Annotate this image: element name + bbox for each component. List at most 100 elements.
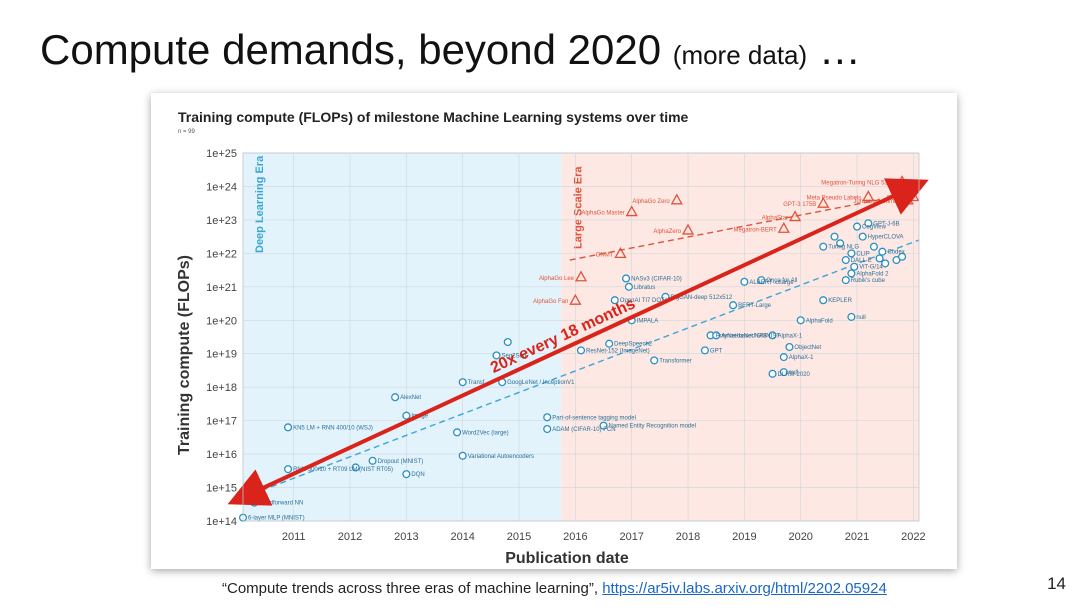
slide-title-subtitle: (more data)	[672, 40, 808, 70]
compute-chart: Deep Learning Era Large Scale Era 6-layer…	[176, 109, 929, 567]
data-point	[779, 353, 788, 362]
data-point	[700, 346, 709, 355]
point-label: Part-of-sentence tagging model	[552, 415, 636, 421]
data-point	[391, 393, 400, 402]
slide-title-ellipsis: …	[818, 26, 861, 73]
y-tick-label: 1e+16	[206, 449, 237, 461]
x-tick-label: 2014	[450, 531, 474, 543]
point-label: GoogLeNet / InceptionV1	[507, 380, 575, 386]
point-label: AlphaGo Zero	[632, 199, 670, 205]
data-point	[785, 342, 794, 352]
x-tick-label: 2017	[619, 531, 643, 543]
x-axis-label: Publication date	[505, 550, 629, 567]
citation-text: “Compute trends across three eras of mac…	[222, 580, 603, 597]
y-tick-label: 1e+18	[206, 382, 237, 394]
point-label: AlphaFold	[806, 318, 833, 324]
point-label: AlphaStar	[762, 216, 788, 222]
point-label: KEPLER	[828, 298, 852, 304]
data-point	[453, 428, 462, 437]
x-tick-label: 2018	[676, 531, 700, 543]
point-label: Once for All	[766, 278, 797, 284]
point-label: Dropout (MNIST)	[378, 459, 424, 465]
data-point	[543, 413, 552, 422]
point-label: AlphaZero	[653, 229, 681, 235]
point-label: HyperCLOVA	[868, 235, 904, 241]
data-point	[624, 282, 633, 291]
data-point	[576, 346, 586, 355]
data-point	[858, 232, 867, 241]
y-tick-label: 1e+19	[206, 349, 237, 361]
point-label: ViT-G/14	[859, 265, 883, 271]
point-label: KN5 LM + RNN 400/10 (WSJ)	[293, 425, 373, 431]
trend-arrow	[227, 178, 929, 506]
data-point	[622, 274, 631, 283]
point-label: GPT	[710, 348, 723, 354]
data-point	[878, 247, 887, 256]
data-point	[881, 259, 890, 268]
point-label: AlphaFold 2	[856, 271, 889, 277]
point-label: CLIP	[856, 251, 869, 257]
plot-border	[242, 152, 920, 522]
data-point	[819, 242, 828, 251]
data-point	[402, 411, 411, 420]
x-tick-label: 2013	[394, 531, 418, 543]
point-label: AlexNet	[400, 395, 421, 401]
chart-title: Training compute (FLOPs) of milestone Ma…	[178, 109, 689, 125]
point-label: Megatron-BERT	[734, 227, 778, 233]
point-label: AlphaX-1	[778, 333, 803, 339]
page-number: 14	[1047, 574, 1066, 593]
data-point	[852, 222, 862, 231]
data-point	[841, 276, 850, 285]
point-label: Rubik's cube	[851, 278, 886, 284]
point-label: null	[789, 370, 798, 376]
data-point	[284, 423, 293, 432]
data-point	[847, 249, 856, 258]
point-label: Word2Vec (large)	[462, 430, 509, 436]
data-point	[284, 465, 293, 474]
data-point	[796, 316, 805, 325]
data-point	[458, 451, 467, 460]
point-label: null	[856, 315, 865, 321]
point-label: AlphaX-1	[789, 355, 814, 361]
point-label: Libratus	[634, 285, 655, 291]
point-label: Turing NLG	[828, 245, 859, 251]
y-tick-label: 1e+24	[206, 181, 237, 193]
point-label: Variational Autoencoders	[468, 454, 534, 460]
y-tick-label: 1e+23	[206, 215, 237, 227]
data-point	[402, 470, 411, 479]
data-point	[869, 242, 878, 251]
point-label: ResNet-152 (ImageNet)	[586, 348, 650, 354]
x-tick-label: 2020	[788, 531, 812, 543]
data-point	[841, 256, 850, 265]
era-label: Deep Learning Era	[254, 155, 266, 253]
data-point	[543, 424, 552, 434]
data-point	[458, 378, 467, 387]
y-tick-label: 1e+25	[206, 148, 237, 160]
data-point	[368, 456, 377, 465]
point-label: DQN	[411, 472, 424, 478]
point-label: BERT-Large	[738, 303, 772, 309]
data-point	[830, 232, 839, 241]
x-tick-label: 2015	[507, 531, 531, 543]
slide-title: Compute demands, beyond 2020 (more data)…	[40, 26, 861, 74]
data-point	[847, 269, 856, 278]
point-label: ObjectNet	[794, 345, 821, 351]
data-point	[875, 254, 884, 263]
x-tick-label: 2011	[282, 531, 306, 543]
y-tick-label: 1e+21	[206, 282, 237, 294]
chart-subtitle: n = 99	[178, 129, 196, 135]
point-label: NASv3 (CIFAR-10)	[631, 276, 682, 282]
citation-link[interactable]: https://ar5iv.labs.arxiv.org/html/2202.0…	[602, 580, 887, 597]
point-label: Transformer	[659, 358, 691, 364]
data-point	[768, 369, 777, 378]
point-label: AmoebaNet NAS	[721, 333, 767, 339]
point-label: 6-layer MLP (MNIST)	[248, 516, 305, 522]
data-point	[503, 337, 512, 347]
era-region	[243, 153, 562, 521]
x-tick-label: 2022	[901, 531, 925, 543]
point-label: IMPALA	[637, 318, 659, 324]
data-point	[729, 301, 738, 310]
data-point	[819, 296, 828, 305]
point-label: DALL-E	[851, 258, 872, 264]
x-tick-label: 2021	[845, 531, 869, 543]
